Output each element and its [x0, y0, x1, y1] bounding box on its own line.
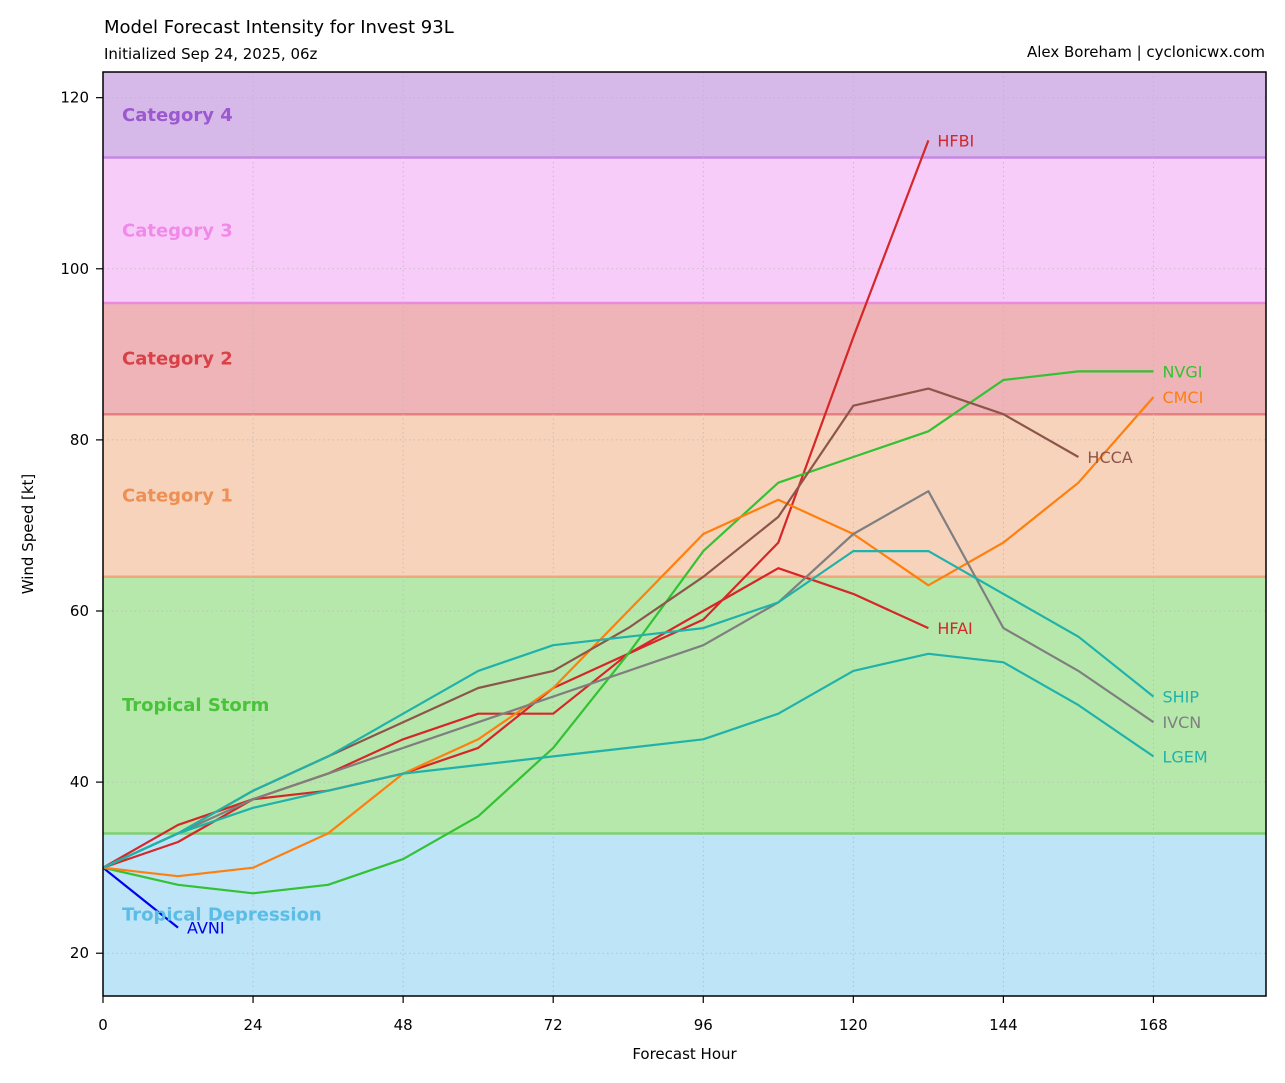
band-label-category-1: Category 1: [122, 486, 233, 507]
band-label-category-2: Category 2: [122, 349, 233, 370]
y-axis-label: Wind Speed [kt]: [19, 474, 37, 595]
series-label-hcca: HCCA: [1087, 448, 1132, 467]
y-tick-label: 20: [70, 944, 89, 962]
series-label-hfbi: HFBI: [937, 131, 974, 150]
series-label-avni: AVNI: [187, 919, 225, 938]
band-label-category-4: Category 4: [122, 105, 233, 126]
band-label-tropical-storm: Tropical Storm: [122, 695, 269, 716]
series-label-ivcn: IVCN: [1162, 713, 1201, 732]
series-labels: AVNI HFBI HFAI NVGI CMCI HCCA IVCN SHIP LGEM: [187, 131, 1208, 937]
chart-credit: Alex Boreham | cyclonicwx.com: [1026, 43, 1265, 61]
band-tropical-depression: [103, 833, 1266, 996]
x-tick-label: 168: [1139, 1016, 1168, 1034]
y-tick-label: 100: [60, 260, 89, 278]
x-axis-ticks: 0 24 48 72 96 120 144 168: [98, 996, 1168, 1034]
x-tick-label: 48: [394, 1016, 413, 1034]
x-tick-label: 24: [244, 1016, 263, 1034]
x-tick-label: 72: [544, 1016, 563, 1034]
series-line-avni: [102, 866, 179, 929]
y-tick-label: 120: [60, 89, 89, 107]
intensity-bands: [103, 72, 1266, 996]
y-tick-label: 40: [70, 773, 89, 791]
x-tick-label: 144: [989, 1016, 1018, 1034]
band-category-1: [103, 414, 1266, 577]
category-labels: Tropical Depression Tropical Storm Categor…: [122, 105, 322, 926]
series-label-cmci: CMCI: [1162, 388, 1203, 407]
series-line-hfai: [102, 567, 929, 869]
y-axis-ticks: 20 40 60 80 100 120: [60, 89, 103, 962]
series-label-hfai: HFAI: [937, 619, 972, 638]
y-tick-label: 60: [70, 602, 89, 620]
series-line-ship: [102, 549, 1155, 869]
series-line-nvgi: [102, 370, 1154, 895]
y-tick-label: 80: [70, 431, 89, 449]
x-tick-label: 120: [839, 1016, 868, 1034]
series-line-cmci: [102, 396, 1155, 878]
band-category-3: [103, 157, 1266, 303]
band-category-4: [103, 72, 1266, 158]
series-label-lgem: LGEM: [1162, 747, 1207, 766]
series-line-lgem: [102, 652, 1155, 869]
series-label-ship: SHIP: [1162, 688, 1199, 707]
band-category-2: [103, 303, 1266, 415]
band-label-tropical-depression: Tropical Depression: [122, 905, 322, 926]
model-series: [102, 140, 1155, 929]
chart-subtitle: Initialized Sep 24, 2025, 06z: [104, 45, 318, 63]
series-label-nvgi: NVGI: [1162, 362, 1202, 381]
band-label-category-3: Category 3: [122, 220, 233, 241]
chart-title: Model Forecast Intensity for Invest 93L: [104, 17, 454, 38]
band-tropical-storm: [103, 576, 1266, 834]
x-axis-label: Forecast Hour: [632, 1045, 737, 1063]
x-tick-label: 96: [694, 1016, 713, 1034]
plot-frame: [102, 71, 1267, 997]
x-tick-label: 0: [98, 1016, 108, 1034]
grid-lines: [102, 72, 1266, 996]
series-line-ivcn: [102, 490, 1155, 869]
